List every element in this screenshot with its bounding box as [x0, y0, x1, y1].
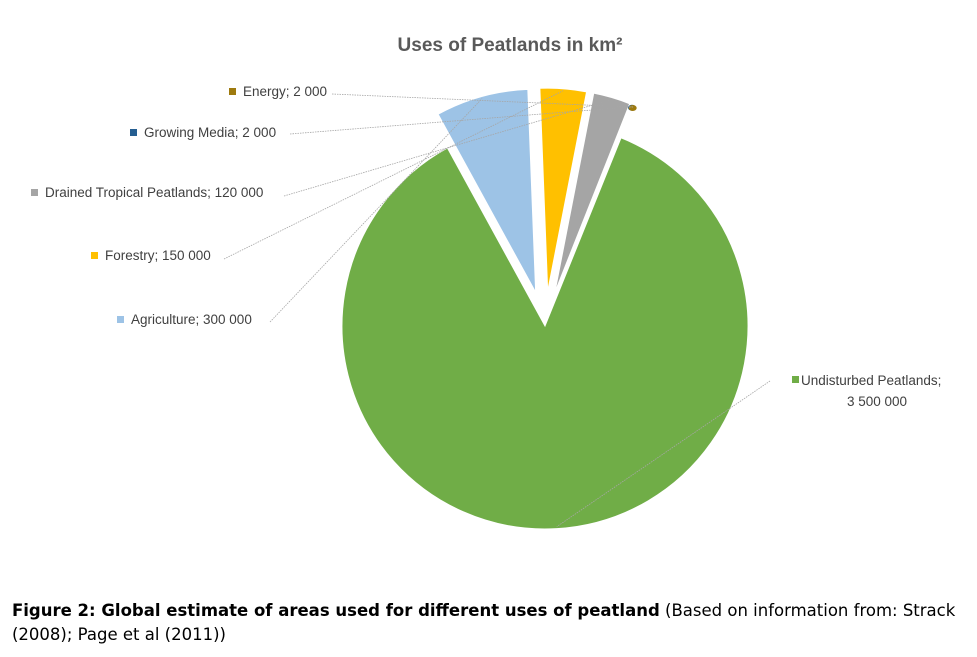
- label-marker-growing-media: [130, 129, 137, 136]
- data-label-forestry: Forestry; 150 000: [105, 248, 211, 263]
- chart-title: Uses of Peatlands in km²: [398, 35, 623, 56]
- leader-line-forestry: [223, 90, 564, 260]
- leader-line-growing-media: [289, 106, 633, 135]
- leader-line-energy: [331, 93, 634, 108]
- label-marker-forestry: [91, 252, 98, 259]
- data-label-undisturbed-peatlands: Undisturbed Peatlands; 3 500 000: [801, 373, 941, 409]
- leader-line-drained-tropical-peatlands: [283, 99, 612, 197]
- data-label-agriculture: Agriculture; 300 000: [131, 312, 252, 327]
- pie-slice-drained-tropical-peatlands: [554, 92, 631, 293]
- figure-caption: Figure 2: Global estimate of areas used …: [12, 599, 967, 647]
- label-marker-energy: [229, 88, 236, 95]
- leader-line-agriculture: [269, 98, 483, 323]
- label-marker-undisturbed-peatlands: [792, 376, 799, 383]
- pie-slice-agriculture: [437, 88, 537, 293]
- data-label-drained-tropical-peatlands: Drained Tropical Peatlands; 120 000: [45, 185, 263, 200]
- leader-line-undisturbed-peatlands: [556, 380, 771, 527]
- caption-rest: (Based on information from: Strack (2008…: [12, 601, 956, 644]
- data-label-energy: Energy; 2 000: [243, 84, 327, 99]
- label-marker-drained-tropical-peatlands: [31, 189, 38, 196]
- label-marker-agriculture: [117, 316, 124, 323]
- caption-bold: Figure 2: Global estimate of areas used …: [12, 601, 660, 620]
- pie-slice-undisturbed-peatlands: [341, 137, 749, 530]
- pie-slice-forestry: [539, 87, 588, 292]
- data-label-growing-media: Growing Media; 2 000: [144, 125, 276, 140]
- pie-slice-energy: [628, 104, 637, 111]
- pie-chart: Uses of Peatlands in km² Undisturbed Pea…: [31, 35, 941, 530]
